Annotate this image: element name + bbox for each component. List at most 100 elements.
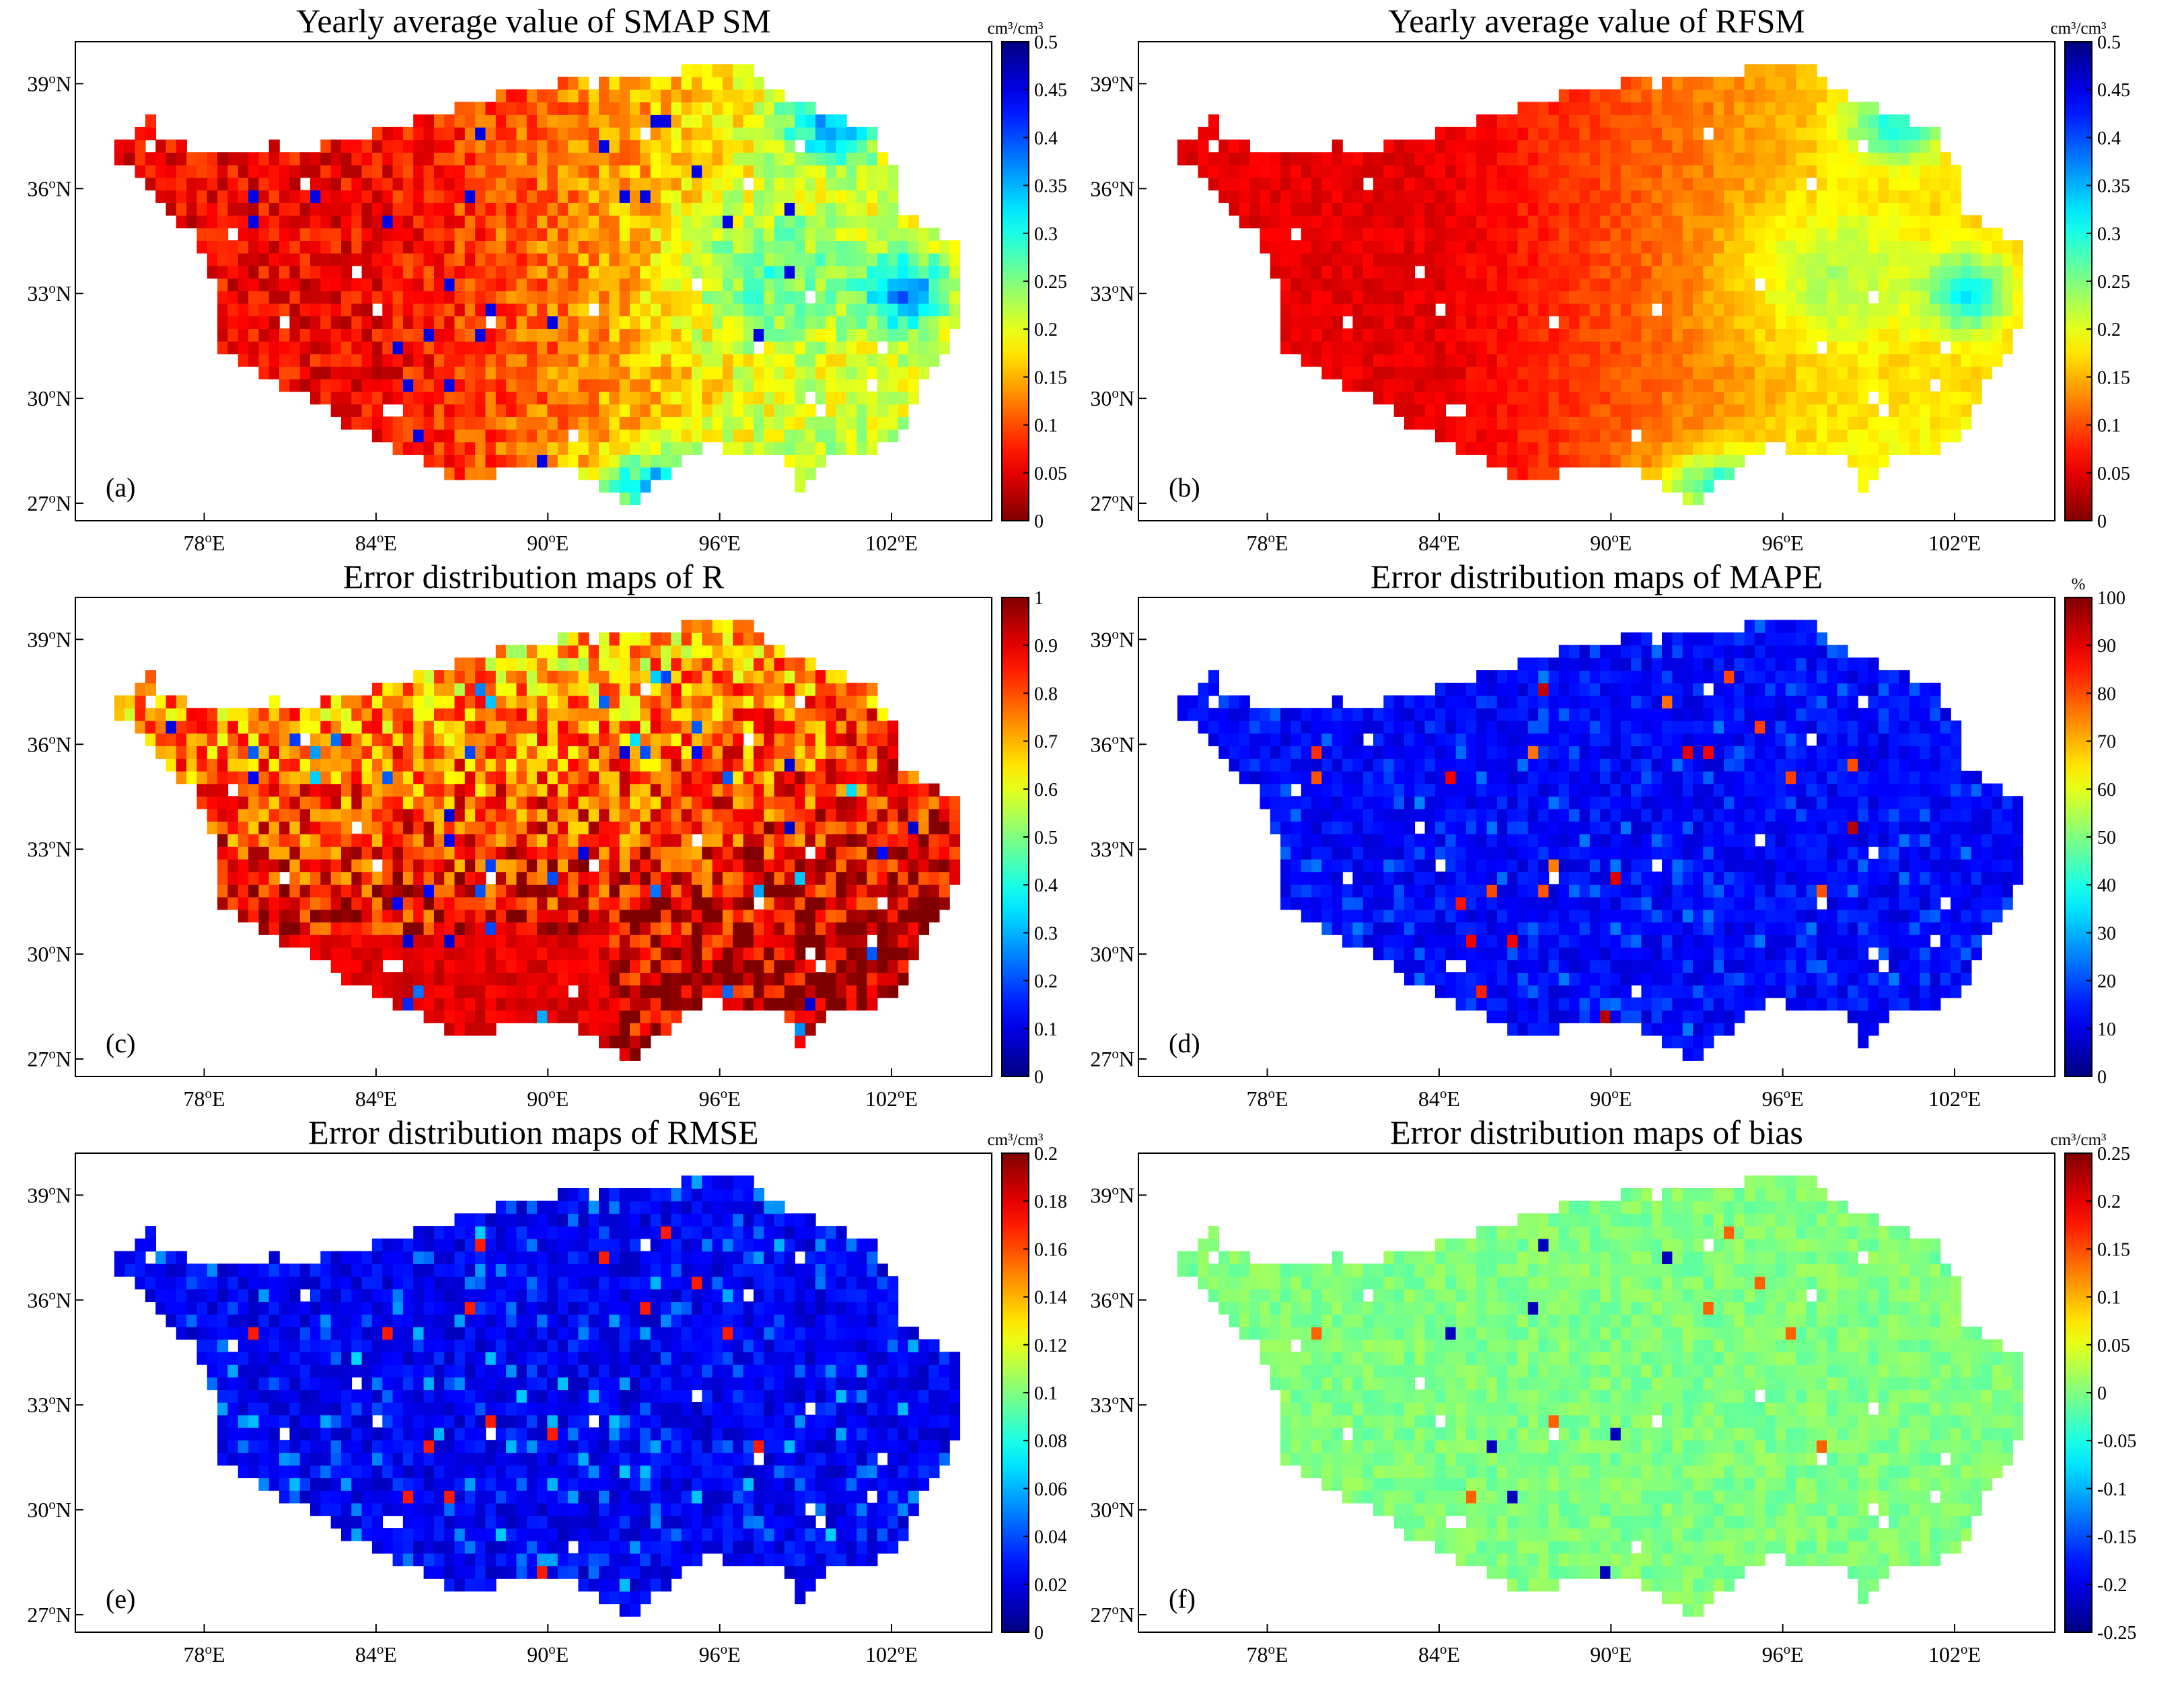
heatmap-cell	[1342, 215, 1353, 229]
heatmap-cell	[918, 266, 929, 279]
heatmap-cell	[1383, 178, 1394, 191]
heatmap-cell	[434, 228, 445, 242]
heatmap-cell	[1930, 442, 1940, 455]
heatmap-cell	[1311, 278, 1322, 291]
heatmap-cell	[1703, 404, 1714, 417]
heatmap-cell	[1796, 291, 1807, 304]
heatmap-cell	[733, 278, 743, 291]
heatmap-cell	[1714, 240, 1724, 254]
heatmap-cell	[197, 784, 208, 797]
heatmap-cell	[1776, 152, 1786, 166]
heatmap-cell	[1724, 165, 1735, 178]
heatmap-cell	[403, 884, 414, 898]
heatmap-cell	[300, 758, 311, 772]
heatmap-cell	[496, 796, 507, 809]
heatmap-cell	[1930, 291, 1940, 304]
heatmap-cell	[795, 379, 805, 392]
heatmap-cell	[1280, 328, 1291, 342]
heatmap-cell	[455, 670, 466, 684]
heatmap-cell	[1466, 278, 1477, 291]
heatmap-cell	[1981, 266, 1992, 279]
heatmap-cell	[682, 429, 692, 443]
heatmap-cell	[743, 328, 754, 342]
heatmap-cell	[258, 809, 269, 822]
heatmap-cell	[227, 278, 238, 291]
heatmap-cell	[713, 354, 723, 367]
heatmap-cell	[733, 228, 743, 242]
heatmap-cell	[217, 341, 228, 355]
heatmap-cell	[434, 809, 445, 822]
heatmap-cell	[1868, 341, 1879, 355]
heatmap-cell	[1342, 278, 1353, 291]
heatmap-cell	[1528, 416, 1539, 430]
heatmap-cell	[857, 341, 867, 355]
heatmap-cell	[269, 758, 280, 772]
heatmap-cell	[1755, 341, 1766, 355]
heatmap-cell	[1858, 303, 1868, 317]
heatmap-cell	[1765, 77, 1776, 90]
heatmap-cell	[1693, 114, 1704, 128]
heatmap-cell	[1879, 114, 1889, 128]
heatmap-cell	[589, 341, 599, 355]
heatmap-cell	[496, 102, 507, 115]
heatmap-cells	[114, 64, 960, 505]
heatmap-cell	[1290, 278, 1301, 291]
heatmap-cell	[279, 809, 290, 822]
heatmap-cell	[1807, 366, 1817, 379]
heatmap-cell	[1239, 152, 1250, 166]
heatmap-cell	[743, 291, 754, 304]
heatmap-cell	[1497, 127, 1508, 141]
heatmap-cell	[455, 416, 466, 430]
heatmap-cell	[1590, 178, 1601, 191]
heatmap-cell	[1538, 102, 1549, 115]
heatmap-cell	[537, 240, 548, 254]
heatmap-cell	[1363, 228, 1374, 242]
heatmap-cell	[609, 152, 620, 166]
heatmap-cell	[1559, 303, 1570, 317]
heatmap-cell	[527, 910, 538, 923]
heatmap-cell	[1425, 404, 1436, 417]
heatmap-cell	[867, 366, 877, 379]
heatmap-cell	[506, 683, 517, 696]
heatmap-cell	[1693, 379, 1704, 392]
heatmap-cell	[166, 721, 177, 734]
heatmap-cell	[815, 215, 826, 229]
heatmap-cell	[1693, 442, 1704, 455]
heatmap-cell	[269, 328, 280, 342]
heatmap-cell	[1631, 228, 1642, 242]
heatmap-cell	[444, 366, 455, 379]
heatmap-cell	[486, 1010, 497, 1023]
heatmap-cell	[331, 771, 342, 784]
heatmap-cell	[846, 253, 857, 266]
heatmap-cell	[248, 291, 259, 304]
heatmap-cell	[207, 758, 218, 772]
heatmap-cell	[248, 872, 259, 885]
heatmap-cell	[1745, 89, 1755, 103]
heatmap-cell	[320, 796, 331, 809]
heatmap-cell	[1930, 228, 1940, 242]
heatmap-cell	[1734, 278, 1745, 291]
heatmap-cell	[568, 442, 579, 455]
heatmap-cell	[558, 947, 569, 961]
heatmap-cell	[310, 809, 321, 822]
heatmap-cell	[599, 278, 610, 291]
heatmap-cell	[1549, 429, 1560, 443]
heatmap-cell	[939, 303, 950, 317]
heatmap-cell	[1662, 77, 1673, 90]
heatmap-cell	[1703, 77, 1714, 90]
heatmap-cell	[506, 278, 517, 291]
heatmap-cell	[248, 821, 259, 835]
heatmap-cell	[774, 178, 785, 191]
heatmap-cell	[1889, 190, 1899, 203]
heatmap-cell	[403, 152, 414, 166]
heatmap-cell	[279, 935, 290, 948]
heatmap-cell	[630, 897, 641, 910]
heatmap-cell	[1528, 341, 1539, 355]
heatmap-cell	[764, 429, 774, 443]
heatmap-cell	[599, 657, 610, 671]
heatmap-cell	[692, 190, 702, 203]
heatmap-cell	[1889, 228, 1899, 242]
heatmap-cell	[682, 165, 692, 178]
heatmap-cell	[403, 416, 414, 430]
heatmap-cell	[320, 152, 331, 166]
